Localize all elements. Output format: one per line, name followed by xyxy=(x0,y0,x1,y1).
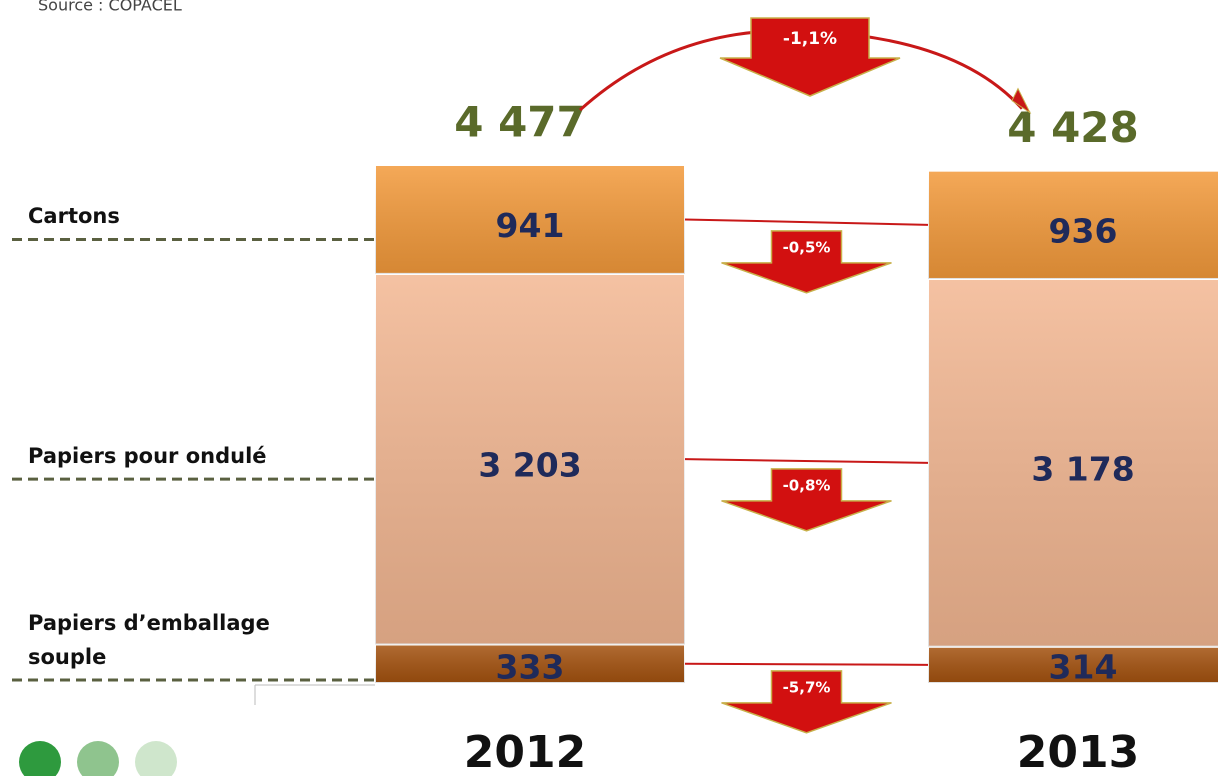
category-label: 2012 xyxy=(464,727,586,776)
bar-shade xyxy=(928,170,1218,279)
value-label: 333 xyxy=(496,648,565,687)
bar-shade xyxy=(375,165,685,274)
series-label: Papiers d’emballage souple xyxy=(28,611,270,669)
bar-shade xyxy=(375,644,685,683)
category-label: 2013 xyxy=(1017,727,1139,776)
change-arrow xyxy=(721,230,892,294)
change-arrow xyxy=(719,17,901,97)
series-label: Papiers pour ondulé xyxy=(28,444,267,469)
connector xyxy=(684,218,929,226)
connector xyxy=(684,662,929,666)
change-label: -0,5% xyxy=(783,238,831,256)
total-label: 4 477 xyxy=(454,98,586,147)
connector xyxy=(684,458,929,464)
dot xyxy=(135,741,177,776)
change-arrow xyxy=(721,468,892,532)
value-label: 941 xyxy=(496,206,565,245)
change-label: -1,1% xyxy=(783,29,837,49)
dot xyxy=(19,741,61,776)
curve-head xyxy=(1011,87,1032,115)
bar-shade xyxy=(928,278,1218,647)
series-label: Cartons xyxy=(28,204,120,229)
change-label: -5,7% xyxy=(783,678,831,696)
value-label: 3 203 xyxy=(478,446,581,485)
change-arrow xyxy=(721,670,892,734)
value-label: 314 xyxy=(1049,648,1118,687)
source: Source : COPACEL xyxy=(38,0,182,15)
value-label: 3 178 xyxy=(1031,449,1134,488)
bar-shade xyxy=(928,646,1218,683)
bar-shade xyxy=(375,273,685,645)
change-label: -0,8% xyxy=(783,476,831,494)
dot xyxy=(77,741,119,776)
value-label: 936 xyxy=(1049,211,1118,250)
decoration xyxy=(254,684,375,705)
